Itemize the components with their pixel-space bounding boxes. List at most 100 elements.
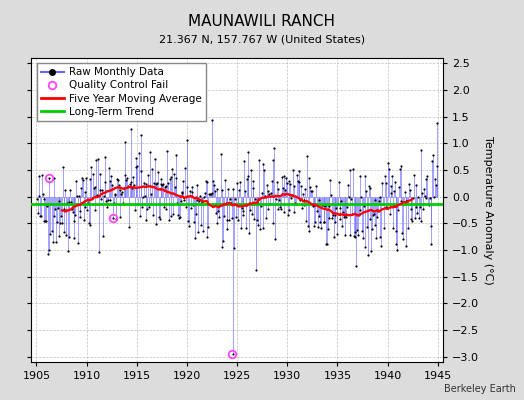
Point (97, 196, 105, 202)
Point (385, 166, 393, 172)
Point (167, 174, 176, 180)
Point (119, 199, 127, 206)
Point (276, 204, 285, 210)
Point (341, 232, 350, 238)
Point (202, 179, 211, 185)
Point (290, 183, 299, 190)
Point (246, 206, 254, 213)
Point (104, 197, 112, 204)
Point (173, 200, 181, 206)
Point (393, 247, 401, 253)
Point (347, 196, 355, 202)
Point (227, 215, 236, 221)
Point (260, 167, 268, 173)
Point (146, 148, 154, 155)
Point (154, 168, 162, 175)
Point (301, 186, 310, 192)
Text: Berkeley Earth: Berkeley Earth (444, 384, 516, 394)
Point (53, 204, 62, 211)
Point (155, 214, 163, 220)
Point (354, 232, 362, 238)
Point (319, 202, 327, 208)
Point (387, 190, 396, 196)
Point (124, 182, 132, 189)
Point (274, 206, 282, 213)
Point (171, 175, 180, 182)
Point (157, 181, 166, 187)
Point (369, 210, 378, 217)
Point (299, 191, 307, 198)
Point (309, 223, 318, 230)
Point (163, 148, 171, 154)
Point (298, 205, 306, 212)
Point (115, 182, 123, 188)
Point (230, 245, 238, 252)
Point (254, 222, 263, 228)
Point (202, 178, 210, 185)
Point (314, 212, 323, 219)
Point (252, 267, 260, 273)
Point (203, 234, 212, 240)
Point (280, 173, 289, 179)
Point (170, 171, 178, 178)
Point (427, 223, 435, 229)
Point (392, 228, 400, 234)
Point (42, 218, 50, 225)
Point (74, 193, 83, 199)
Point (226, 196, 234, 202)
Point (198, 198, 206, 205)
Point (243, 149, 252, 155)
Point (92, 157, 101, 163)
Point (144, 172, 152, 178)
Point (105, 165, 113, 171)
Point (380, 224, 388, 231)
Point (142, 181, 150, 187)
Point (268, 157, 277, 163)
Point (147, 191, 156, 197)
Point (304, 228, 313, 234)
Point (139, 194, 147, 201)
Point (414, 194, 422, 201)
Point (391, 241, 400, 248)
Point (74, 240, 82, 246)
Point (258, 161, 267, 167)
Point (300, 197, 309, 203)
Point (250, 215, 258, 222)
Point (397, 162, 406, 169)
Point (177, 188, 185, 195)
Point (365, 216, 374, 222)
Point (150, 180, 158, 186)
Point (417, 218, 425, 224)
Point (330, 212, 339, 218)
Point (310, 202, 319, 208)
Point (213, 220, 222, 226)
Point (362, 187, 370, 194)
Point (110, 199, 118, 206)
Point (217, 244, 226, 250)
Point (227, 200, 235, 206)
Point (146, 201, 155, 207)
Point (80, 216, 88, 223)
Y-axis label: Temperature Anomaly (°C): Temperature Anomaly (°C) (483, 136, 493, 284)
Point (372, 197, 380, 204)
Point (340, 214, 348, 220)
Point (431, 176, 439, 182)
Point (223, 217, 232, 224)
Point (101, 179, 109, 186)
Point (331, 218, 340, 225)
Point (176, 214, 184, 220)
Point (288, 192, 296, 198)
Point (231, 195, 239, 202)
Point (153, 180, 161, 186)
Point (194, 229, 202, 236)
Point (375, 198, 383, 205)
Point (200, 194, 208, 201)
Point (291, 200, 299, 207)
Point (242, 225, 250, 231)
Point (302, 218, 310, 224)
Point (199, 228, 208, 234)
Point (208, 116, 216, 123)
Point (219, 187, 227, 193)
Point (348, 166, 357, 172)
Point (275, 197, 283, 204)
